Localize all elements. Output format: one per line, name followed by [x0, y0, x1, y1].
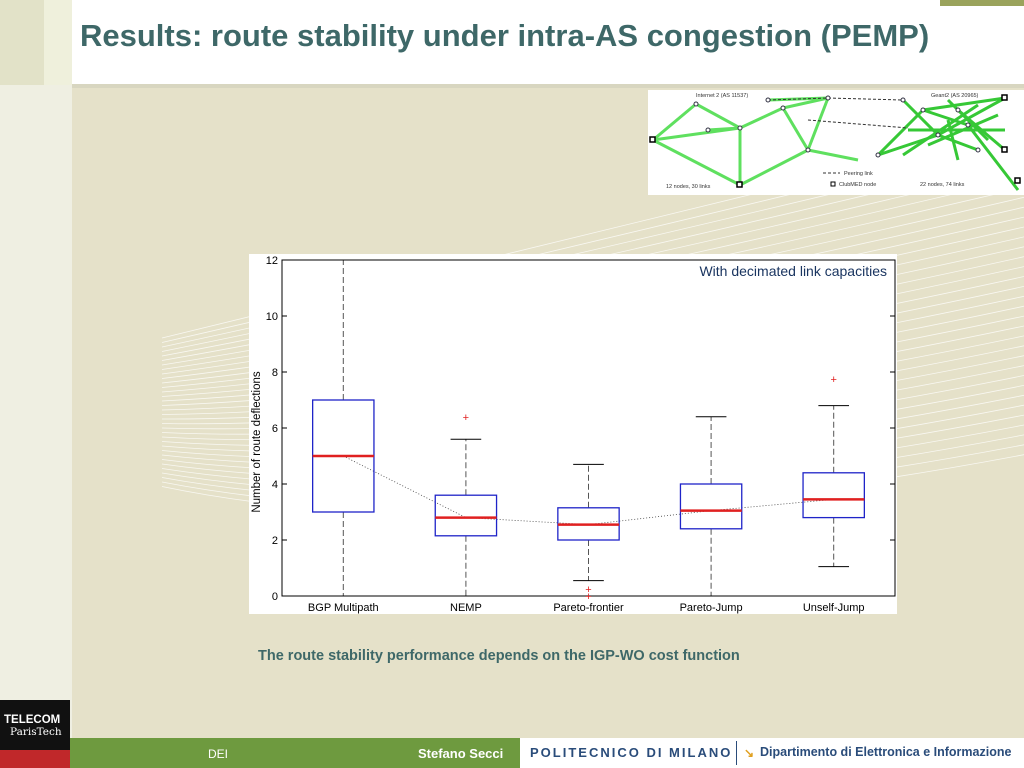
outlier-marker: + [463, 412, 469, 424]
network-nodes [693, 95, 981, 158]
geant2-title: Geant2 (AS 20965) [931, 93, 979, 99]
boxplot-chart: 0 2 4 6 8 10 12 BGP Multipath NEMP Pareto-frontie… [251, 255, 896, 614]
logo-red-band [0, 750, 70, 768]
outlier-marker: + [585, 591, 591, 603]
footer-green-section: DEI Stefano Secci [70, 738, 520, 768]
geant2-stats: 22 nodes, 74 links [920, 182, 965, 188]
department-name: Dipartimento di Elettronica e Informazio… [760, 745, 1012, 759]
y-tick-label: 0 [272, 591, 278, 603]
geant2-links [876, 96, 1020, 191]
box-iqr [557, 507, 620, 541]
boxes: ++++ [312, 259, 865, 603]
x-tick-label: Pareto-frontier [553, 602, 624, 614]
box-iqr [434, 494, 498, 537]
slide-caption: The route stability performance depends … [258, 648, 740, 664]
title-rule [72, 84, 1024, 88]
y-tick-label: 10 [266, 311, 278, 323]
x-tick-label: BGP Multipath [308, 602, 379, 614]
y-axis-label: Number of route deflections [251, 371, 263, 513]
y-tick-label: 4 [272, 479, 278, 491]
axes: 0 2 4 6 8 10 12 BGP Multipath NEMP Pareto-frontie… [266, 255, 896, 614]
logo-line1: TELECOM [4, 714, 61, 726]
footer-dept-short: DEI [208, 747, 229, 761]
box-iqr [312, 399, 375, 513]
logo-line2: ParisTech [10, 726, 62, 738]
polimi-logo-text: POLITECNICO DI MILANO [530, 745, 733, 760]
peering-links [767, 97, 909, 129]
slide-title: Results: route stability under intra-AS … [80, 18, 930, 53]
outlier-marker: + [585, 584, 591, 596]
x-tick-label: NEMP [450, 602, 482, 614]
y-tick-label: 2 [272, 535, 278, 547]
internet2-title: Internet 2 (AS 11537) [696, 93, 748, 99]
clubmed-legend-marker [830, 181, 836, 187]
footer-author: Stefano Secci [418, 746, 504, 761]
dept-arrow-icon: ↘ [744, 746, 755, 760]
network-topology-graph: Internet 2 (AS 11537) Geant2 (AS 20965) … [649, 93, 1021, 191]
internet2-stats: 12 nodes, 30 links [666, 184, 711, 190]
x-tick-label: Unself-Jump [803, 602, 865, 614]
boxplot-panel: 0 2 4 6 8 10 12 BGP Multipath NEMP Pareto-frontie… [249, 254, 897, 614]
x-tick-label: Pareto-Jump [680, 602, 743, 614]
top-accent [940, 0, 1024, 6]
chart-annotation: With decimated link capacities [699, 263, 887, 279]
network-topology-figure: Internet 2 (AS 11537) Geant2 (AS 20965) … [648, 90, 1024, 195]
left-band [0, 0, 72, 738]
box-iqr [679, 483, 743, 530]
footer-divider [736, 741, 737, 765]
internet2-links [652, 96, 859, 187]
footer-logo-strip: POLITECNICO DI MILANO ↘ Dipartimento di … [520, 738, 1024, 768]
clubmed-nodes [649, 94, 1021, 188]
y-tick-label: 6 [272, 423, 278, 435]
y-tick-label: 8 [272, 367, 278, 379]
peering-link-legend: Peering link [844, 171, 873, 177]
telecom-paristech-logo: TELECOM ParisTech [0, 700, 70, 768]
y-tick-label: 12 [266, 255, 278, 267]
box-iqr [802, 472, 865, 519]
outlier-marker: + [830, 374, 836, 386]
clubmed-node-legend: ClubMED node [839, 182, 876, 188]
